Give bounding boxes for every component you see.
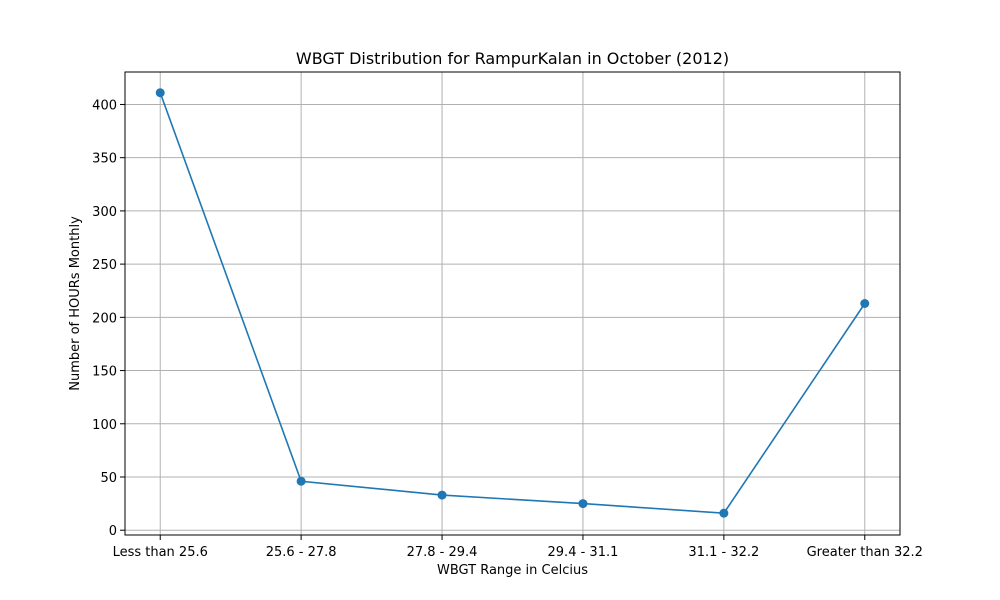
data-point <box>437 490 447 500</box>
series-layer <box>155 88 870 518</box>
data-point <box>719 508 729 518</box>
data-point <box>860 299 870 308</box>
data-point <box>578 499 588 509</box>
series-line <box>159 92 866 515</box>
x-tick-label: Greater than 32.2 <box>807 545 923 560</box>
plot-frame <box>124 71 901 536</box>
chart-title: WBGT Distribution for RampurKalan in Oct… <box>296 49 729 68</box>
y-tick-label: 200 <box>92 311 117 326</box>
x-axis-label: WBGT Range in Celcius <box>437 563 588 578</box>
y-tick-label: 400 <box>92 98 117 113</box>
y-tick-label: 350 <box>92 152 117 167</box>
y-tick-label: 250 <box>92 258 117 273</box>
x-tick-label: 31.1 - 32.2 <box>688 545 759 560</box>
grid-lines <box>125 72 900 535</box>
x-axis-ticks: Less than 25.6 25.6 - 27.8 27.8 - 29.4 29.4… <box>113 535 923 560</box>
x-tick-label: Less than 25.6 <box>113 545 208 560</box>
y-tick-label: 300 <box>92 205 117 220</box>
y-tick-label: 150 <box>92 365 117 380</box>
y-axis-label: Number of HOURs Monthly <box>68 216 83 391</box>
x-tick-label: 27.8 - 29.4 <box>407 545 478 560</box>
data-point <box>296 476 306 486</box>
y-axis-ticks: 0 50 100 150 200 250 300 350 400 <box>92 98 125 539</box>
y-tick-label: 100 <box>92 418 117 433</box>
y-tick-label: 0 <box>109 524 117 539</box>
x-tick-label: 25.6 - 27.8 <box>266 545 337 560</box>
x-tick-label: 29.4 - 31.1 <box>548 545 619 560</box>
data-point <box>155 88 165 98</box>
y-tick-label: 50 <box>100 471 117 486</box>
